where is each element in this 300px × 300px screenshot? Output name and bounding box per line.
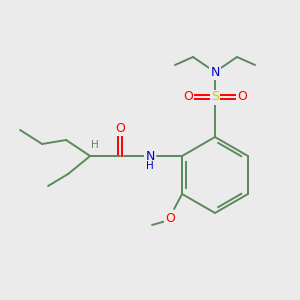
Text: H: H (91, 140, 99, 150)
Text: H: H (146, 161, 154, 171)
Text: N: N (210, 65, 220, 79)
Text: O: O (237, 91, 247, 103)
Text: O: O (165, 212, 175, 226)
Text: O: O (183, 91, 193, 103)
Text: O: O (115, 122, 125, 134)
Text: S: S (211, 91, 219, 103)
Text: N: N (146, 149, 155, 163)
